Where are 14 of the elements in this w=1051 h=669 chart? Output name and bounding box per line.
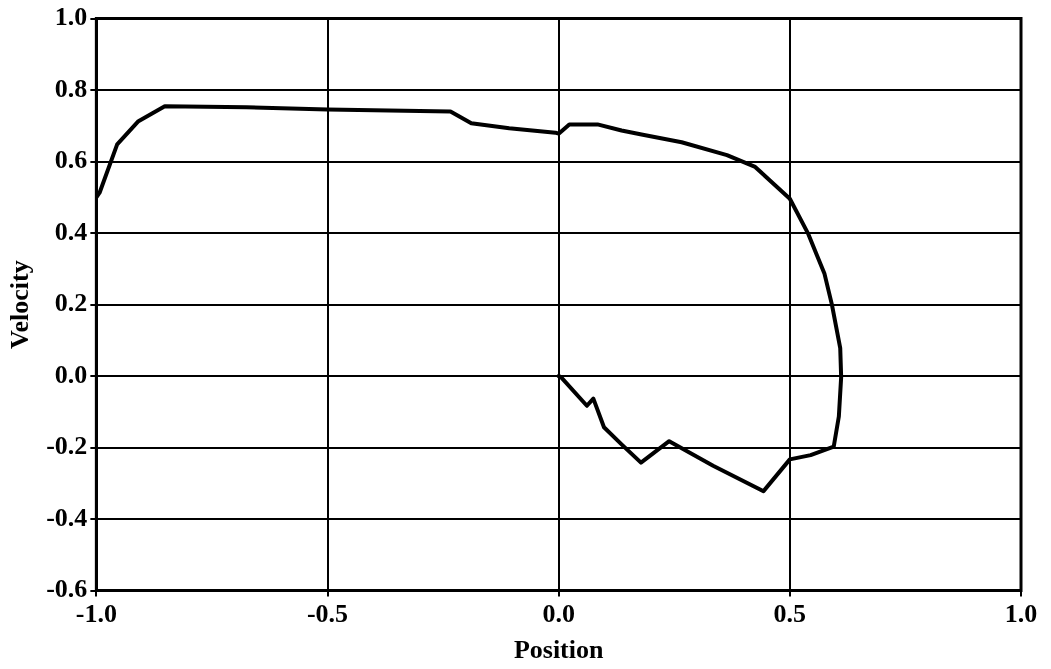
- y-tick-label: 0.8: [54, 73, 88, 103]
- x-tick-label: 0.0: [542, 598, 575, 628]
- x-tick-label: 0.5: [773, 598, 807, 628]
- y-tick-label: 0.0: [54, 359, 88, 389]
- y-tick-label: -0.4: [46, 502, 88, 532]
- x-tick-label: 1.0: [1004, 598, 1038, 628]
- y-tick-label: 0.2: [54, 288, 88, 318]
- x-axis-title: Position: [513, 635, 604, 665]
- x-tick-label: -0.5: [306, 598, 349, 628]
- y-tick-label: 0.4: [54, 216, 88, 246]
- y-axis-title: Velocity: [5, 260, 35, 349]
- y-tick-label: 1.0: [54, 2, 88, 32]
- y-tick-label: 0.6: [54, 145, 88, 175]
- y-tick-label: -0.2: [46, 431, 88, 461]
